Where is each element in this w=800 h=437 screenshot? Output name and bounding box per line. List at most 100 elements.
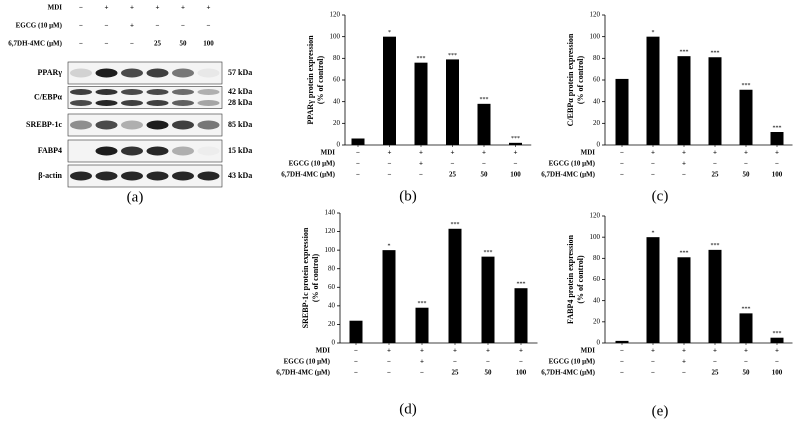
- treatment-value: +: [775, 347, 779, 355]
- treatment-label: MDI: [316, 347, 331, 355]
- blot-band: [197, 68, 220, 78]
- treatment-value: +: [682, 160, 686, 168]
- treatment-value: −: [387, 358, 391, 366]
- bar: [509, 142, 522, 145]
- treatment-value: −: [388, 160, 392, 168]
- bar: [770, 132, 784, 145]
- treatment-value: −: [105, 40, 109, 48]
- bar: [415, 307, 429, 343]
- bar: [514, 288, 528, 343]
- blot-band: [95, 89, 118, 95]
- bar: [677, 56, 691, 145]
- y-tick-label: 0: [337, 141, 341, 149]
- treatment-value: −: [620, 171, 624, 179]
- treatment-value: −: [207, 22, 211, 30]
- treatment-value: −: [651, 358, 655, 366]
- y-tick-label: 60: [328, 283, 336, 291]
- treatment-value: 50: [180, 40, 188, 48]
- significance-mark: ***: [680, 50, 689, 56]
- significance-mark: ***: [711, 51, 720, 57]
- treatment-value: +: [420, 347, 424, 355]
- bar: [446, 59, 459, 145]
- treatment-value: +: [775, 149, 779, 157]
- bar: [708, 57, 722, 145]
- blot-band: [95, 68, 118, 78]
- treatment-value: −: [620, 369, 624, 377]
- significance-mark: ***: [417, 56, 426, 62]
- treatment-value: +: [682, 347, 686, 355]
- y-tick-label: 40: [593, 296, 601, 304]
- treatment-value: 100: [516, 369, 527, 377]
- treatment-value: +: [713, 347, 717, 355]
- blot-band: [197, 89, 220, 95]
- treatment-value: −: [713, 358, 717, 366]
- treatment-value: +: [453, 347, 457, 355]
- y-tick-label: 100: [590, 32, 601, 40]
- y-tick-label: 40: [328, 301, 336, 309]
- blot-band: [70, 68, 92, 78]
- blot-band: [197, 100, 220, 106]
- blot-band: [121, 89, 143, 95]
- blot-band: [121, 68, 143, 78]
- bar: [414, 62, 428, 145]
- bar: [382, 250, 396, 343]
- band-size: 43 kDa: [228, 171, 252, 180]
- band-label: C/EBPα: [34, 92, 63, 101]
- treatment-value: 25: [449, 171, 457, 179]
- treatment-label: EGCG (10 μM): [16, 22, 63, 30]
- blot-box: [67, 86, 223, 109]
- blot-band: [95, 120, 118, 130]
- y-tick-label: 120: [330, 11, 341, 19]
- treatment-value: +: [451, 149, 455, 157]
- treatment-value: +: [482, 149, 486, 157]
- treatment-label: MDI: [48, 4, 63, 12]
- y-tick-label: 100: [330, 32, 341, 40]
- treatment-label: MDI: [581, 347, 596, 355]
- y-tick-label: 20: [593, 317, 601, 325]
- blot-box: [67, 164, 223, 188]
- treatment-value: +: [387, 347, 391, 355]
- significance-mark: ***: [480, 97, 489, 103]
- band-size: 28 kDa: [228, 98, 252, 107]
- treatment-value: +: [713, 149, 717, 157]
- treatment-value: +: [519, 347, 523, 355]
- treatment-value: −: [486, 358, 490, 366]
- treatment-value: 25: [712, 171, 720, 179]
- treatment-value: −: [356, 160, 360, 168]
- treatment-value: −: [651, 369, 655, 377]
- panel-label: (c): [652, 188, 669, 204]
- treatment-value: −: [356, 149, 360, 157]
- treatment-label: EGCG (10 μM): [284, 358, 331, 366]
- bar: [739, 313, 753, 343]
- treatment-value: −: [651, 160, 655, 168]
- treatment-value: −: [620, 160, 624, 168]
- blot-box: [67, 61, 223, 85]
- treatment-value: +: [744, 347, 748, 355]
- blot-band: [70, 171, 92, 181]
- y-tick-label: 40: [333, 97, 341, 105]
- chart: 0 20 40 60 80 100 120 140 SREBP-1c protein expre…: [276, 209, 538, 417]
- treatment-value: +: [207, 4, 211, 12]
- significance-mark: ***: [742, 307, 751, 313]
- y-axis-label: FABP4 protein expression: [566, 235, 575, 324]
- bar: [481, 256, 495, 343]
- significance-mark: ***: [517, 282, 526, 288]
- blot-band: [197, 120, 220, 130]
- treatment-value: −: [79, 22, 83, 30]
- blot-band: [198, 147, 220, 156]
- significance-mark: ***: [680, 251, 689, 257]
- treatment-label: 6,7DH-4MC (μM): [541, 369, 595, 377]
- treatment-value: −: [354, 369, 358, 377]
- significance-mark: ***: [742, 83, 751, 89]
- treatment-value: 50: [485, 369, 493, 377]
- treatment-value: −: [519, 358, 523, 366]
- bar: [383, 36, 396, 145]
- treatment-value: −: [354, 358, 358, 366]
- treatment-value: +: [682, 149, 686, 157]
- treatment-value: 50: [743, 369, 751, 377]
- treatment-value: −: [388, 171, 392, 179]
- y-tick-label: 80: [333, 54, 341, 62]
- panel-label: (d): [399, 401, 417, 417]
- treatment-value: −: [775, 160, 779, 168]
- treatment-value: +: [130, 22, 134, 30]
